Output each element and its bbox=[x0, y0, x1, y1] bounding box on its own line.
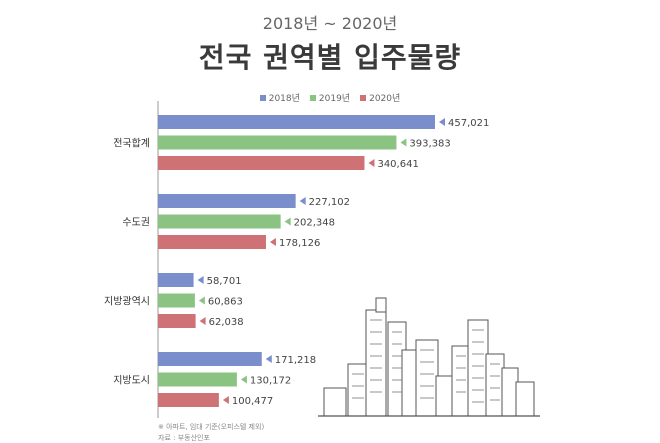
value-label: 457,021 bbox=[448, 118, 489, 129]
legend-label-2019: 2019년 bbox=[318, 94, 351, 104]
pointer-triangle-icon bbox=[368, 159, 375, 167]
legend: 2018년 2019년 2020년 bbox=[0, 91, 660, 104]
value-label: 130,172 bbox=[250, 376, 291, 387]
legend-swatch-2020 bbox=[360, 94, 367, 101]
pointer-triangle-icon bbox=[265, 355, 272, 363]
legend-item-2019: 2019년 bbox=[309, 91, 351, 104]
value-label: 100,477 bbox=[232, 396, 273, 407]
pointer-triangle-icon bbox=[197, 276, 204, 284]
legend-item-2020: 2020년 bbox=[360, 91, 400, 104]
legend-swatch-2018 bbox=[259, 94, 266, 101]
legend-label-2018: 2018년 bbox=[268, 94, 300, 104]
value-label: 393,383 bbox=[409, 139, 450, 150]
legend-swatch-2019 bbox=[309, 94, 316, 101]
bar bbox=[158, 372, 237, 387]
pointer-triangle-icon bbox=[199, 317, 206, 325]
bar bbox=[158, 293, 195, 308]
value-label: 340,641 bbox=[377, 159, 418, 170]
pointer-triangle-icon bbox=[400, 138, 407, 147]
category-label: 전국합계 bbox=[113, 138, 150, 150]
value-label: 58,701 bbox=[207, 276, 242, 287]
pointer-triangle-icon bbox=[284, 217, 291, 226]
value-label: 227,102 bbox=[309, 197, 350, 208]
bar bbox=[158, 156, 365, 170]
bar bbox=[158, 115, 435, 129]
bar bbox=[158, 235, 266, 249]
category-label: 수도권 bbox=[122, 217, 150, 229]
chart-subtitle: 2018년 ~ 2020년 bbox=[262, 14, 398, 33]
category-label: 지방광역시 bbox=[104, 296, 150, 308]
chart-title: 전국 권역별 입주물량 bbox=[198, 41, 462, 74]
category-label: 지방도시 bbox=[113, 375, 150, 387]
pointer-triangle-icon bbox=[198, 296, 205, 305]
bar bbox=[158, 194, 296, 208]
value-label: 60,863 bbox=[208, 297, 243, 308]
value-label: 178,126 bbox=[279, 238, 320, 249]
pointer-triangle-icon bbox=[269, 238, 276, 246]
bar bbox=[158, 273, 194, 287]
footnote-source: 자료 : 부동산인포 bbox=[158, 434, 210, 442]
value-label: 62,038 bbox=[209, 317, 244, 328]
pointer-triangle-icon bbox=[439, 118, 445, 126]
bar bbox=[158, 314, 196, 328]
bar bbox=[158, 135, 397, 150]
value-label: 171,218 bbox=[275, 355, 316, 366]
value-label: 202,348 bbox=[294, 218, 335, 229]
bar bbox=[158, 352, 262, 366]
legend-label-2020: 2020년 bbox=[369, 94, 401, 104]
city-skyline-illustration bbox=[318, 297, 540, 417]
pointer-triangle-icon bbox=[240, 375, 247, 384]
bar bbox=[158, 393, 219, 407]
legend-item-2018: 2018년 bbox=[259, 91, 300, 104]
footnote-note: ※ 아파트, 임대 기준(오피스텔 제외) bbox=[158, 423, 265, 431]
pointer-triangle-icon bbox=[299, 197, 306, 205]
bar bbox=[158, 214, 281, 229]
pointer-triangle-icon bbox=[222, 396, 229, 404]
